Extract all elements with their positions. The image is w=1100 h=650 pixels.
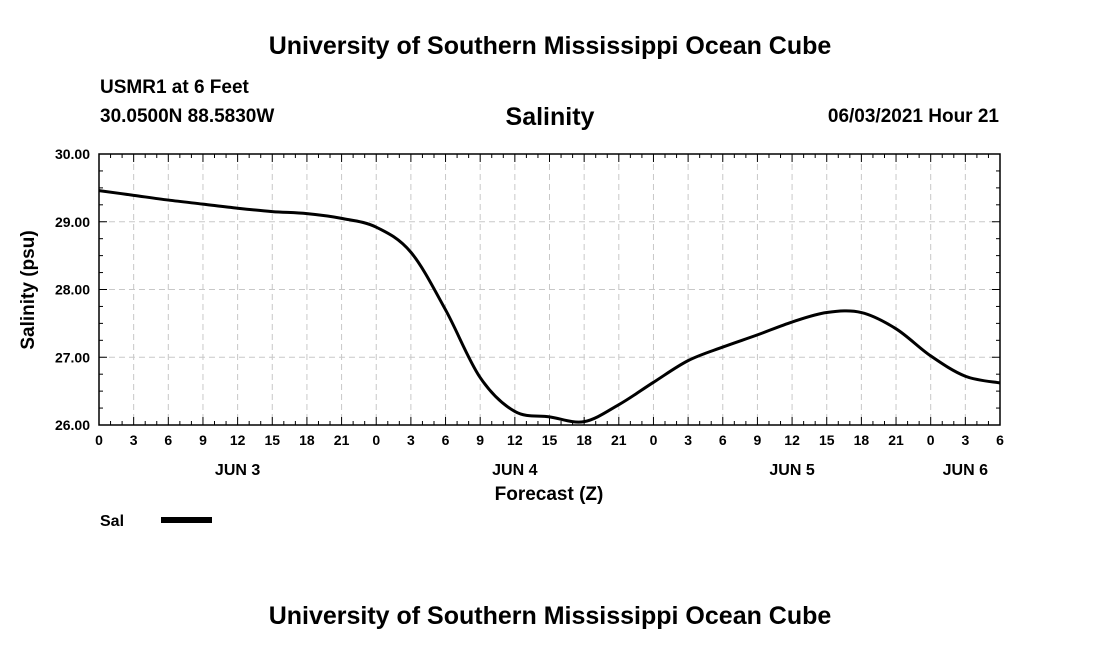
x-tick-label: 12: [784, 432, 800, 448]
grid-lines: [99, 154, 1000, 425]
x-tick-label: 18: [299, 432, 315, 448]
x-tick-label: 6: [164, 432, 172, 448]
x-day-label: JUN 5: [769, 462, 814, 479]
station-coords: 30.0500N 88.5830W: [100, 106, 275, 127]
chart-title: Salinity: [505, 103, 595, 131]
x-tick-label: 15: [819, 432, 835, 448]
x-day-label: JUN 6: [943, 462, 988, 479]
x-day-label: JUN 3: [215, 462, 260, 479]
x-tick-label: 18: [576, 432, 592, 448]
salinity-chart: 0 3 6 9 12 15 18 21 0 3 6 9 12 15 18 21 0 3 6 9 12 15 18 21 0 3 6J…: [18, 146, 1004, 530]
series-line-sal: [98, 189, 1001, 424]
y-tick-label: 26.00: [55, 417, 90, 433]
x-tick-label: 21: [334, 432, 350, 448]
y-axis-title: Salinity (psu): [18, 230, 39, 349]
x-tick-label: 12: [230, 432, 246, 448]
x-tick-label: 6: [719, 432, 727, 448]
x-tick-label: 3: [684, 432, 692, 448]
x-tick-label: 3: [961, 432, 969, 448]
x-tick-label: 9: [199, 432, 207, 448]
x-tick-label: 15: [542, 432, 558, 448]
x-tick-label: 12: [507, 432, 523, 448]
page-title: University of Southern Mississippi Ocean…: [268, 32, 832, 60]
legend-label: Sal: [100, 513, 124, 530]
x-tick-label: 6: [442, 432, 450, 448]
y-tick-label: 27.00: [55, 349, 90, 365]
x-axis-title: Forecast (Z): [495, 484, 604, 505]
y-tick-label: 29.00: [55, 214, 90, 230]
x-tick-label: 21: [611, 432, 627, 448]
x-tick-label: 15: [264, 432, 280, 448]
footer-title: University of Southern Mississippi Ocean…: [268, 602, 832, 630]
x-tick-label: 21: [888, 432, 904, 448]
series-layer: [98, 189, 1001, 424]
x-day-label: JUN 4: [492, 462, 537, 479]
x-tick-label: 0: [650, 432, 658, 448]
y-tick-label: 30.00: [55, 146, 90, 162]
x-tick-label: 9: [754, 432, 762, 448]
forecast-timestamp: 06/03/2021 Hour 21: [827, 106, 999, 127]
x-tick-label: 0: [372, 432, 380, 448]
station-label: USMR1 at 6 Feet: [100, 77, 249, 98]
x-tick-label: 18: [854, 432, 870, 448]
x-tick-label: 0: [95, 432, 103, 448]
legend: Sal: [100, 513, 212, 530]
x-tick-label: 3: [130, 432, 138, 448]
x-tick-label: 6: [996, 432, 1004, 448]
x-tick-label: 0: [927, 432, 935, 448]
x-tick-label: 3: [407, 432, 415, 448]
x-tick-label: 9: [476, 432, 484, 448]
axis-labels: 0 3 6 9 12 15 18 21 0 3 6 9 12 15 18 21 0 3 6 9 12 15 18 21 0 3 6J…: [55, 146, 1004, 479]
y-tick-label: 28.00: [55, 282, 90, 298]
